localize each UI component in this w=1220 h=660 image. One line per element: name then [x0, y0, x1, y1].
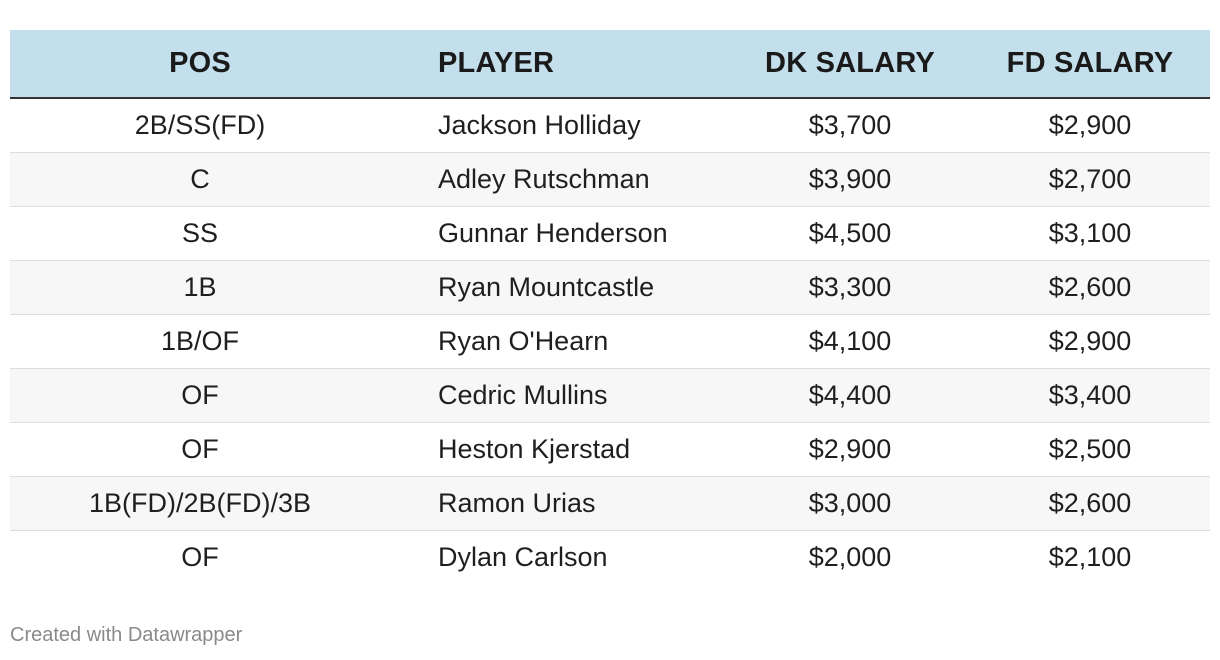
- cell-fd-salary: $2,600: [970, 476, 1210, 531]
- salary-table: POS PLAYER DK SALARY FD SALARY 2B/SS(FD)…: [10, 30, 1210, 584]
- cell-pos: SS: [10, 206, 390, 261]
- column-header-fd-salary[interactable]: FD SALARY: [970, 30, 1210, 99]
- table-body: 2B/SS(FD) Jackson Holliday $3,700 $2,900…: [10, 98, 1210, 584]
- table-row: 1B(FD)/2B(FD)/3B Ramon Urias $3,000 $2,6…: [10, 476, 1210, 531]
- cell-player: Ryan Mountcastle: [390, 260, 730, 315]
- datawrapper-credit[interactable]: Created with Datawrapper: [10, 624, 243, 646]
- cell-dk-salary: $2,900: [730, 422, 970, 477]
- cell-fd-salary: $3,100: [970, 206, 1210, 261]
- column-header-pos[interactable]: POS: [10, 30, 390, 99]
- cell-dk-salary: $3,000: [730, 476, 970, 531]
- table-header: POS PLAYER DK SALARY FD SALARY: [10, 30, 1210, 99]
- header-row: POS PLAYER DK SALARY FD SALARY: [10, 30, 1210, 99]
- cell-player: Cedric Mullins: [390, 368, 730, 423]
- cell-fd-salary: $2,900: [970, 314, 1210, 369]
- cell-dk-salary: $4,400: [730, 368, 970, 423]
- cell-pos: OF: [10, 368, 390, 423]
- cell-pos: 1B/OF: [10, 314, 390, 369]
- salary-table-container: POS PLAYER DK SALARY FD SALARY 2B/SS(FD)…: [10, 30, 1210, 584]
- cell-fd-salary: $2,500: [970, 422, 1210, 477]
- cell-pos: 1B: [10, 260, 390, 315]
- cell-pos: 1B(FD)/2B(FD)/3B: [10, 476, 390, 531]
- cell-dk-salary: $2,000: [808, 542, 892, 572]
- column-header-dk-salary[interactable]: DK SALARY: [730, 30, 970, 99]
- cell-player: Ryan O'Hearn: [390, 314, 730, 369]
- cell-fd-salary: $3,400: [970, 368, 1210, 423]
- cell-fd-salary: $2,700: [970, 152, 1210, 207]
- cell-player: Gunnar Henderson: [390, 206, 730, 261]
- table-row: 2B/SS(FD) Jackson Holliday $3,700 $2,900: [10, 98, 1210, 153]
- cell-player: Ramon Urias: [390, 476, 730, 531]
- table-row: 1B/OF Ryan O'Hearn $4,100 $2,900: [10, 314, 1210, 369]
- column-header-player[interactable]: PLAYER: [390, 30, 730, 99]
- cell-dk-salary: $3,300: [730, 260, 970, 315]
- table-row: OF Dylan Carlson $2,000 $2,100: [10, 531, 1210, 585]
- cell-dk-salary: $3,700: [730, 98, 970, 153]
- cell-fd-salary: $2,600: [970, 260, 1210, 315]
- cell-player: Jackson Holliday: [390, 98, 730, 153]
- table-row: 1B Ryan Mountcastle $3,300 $2,600: [10, 260, 1210, 315]
- cell-pos: C: [10, 152, 390, 207]
- table-row: OF Cedric Mullins $4,400 $3,400: [10, 368, 1210, 423]
- cell-dk-salary: $4,100: [730, 314, 970, 369]
- cell-player: Heston Kjerstad: [390, 422, 730, 477]
- cell-pos: 2B/SS(FD): [10, 98, 390, 153]
- cell-pos: OF: [181, 542, 219, 572]
- cell-fd-salary: $2,100: [1048, 542, 1132, 572]
- table-row: OF Heston Kjerstad $2,900 $2,500: [10, 422, 1210, 477]
- cell-dk-salary: $4,500: [730, 206, 970, 261]
- cell-player: Dylan Carlson: [438, 542, 608, 572]
- cell-player: Adley Rutschman: [390, 152, 730, 207]
- table-row: C Adley Rutschman $3,900 $2,700: [10, 152, 1210, 207]
- cell-pos: OF: [10, 422, 390, 477]
- cell-dk-salary: $3,900: [730, 152, 970, 207]
- table-row: SS Gunnar Henderson $4,500 $3,100: [10, 206, 1210, 261]
- cell-fd-salary: $2,900: [970, 98, 1210, 153]
